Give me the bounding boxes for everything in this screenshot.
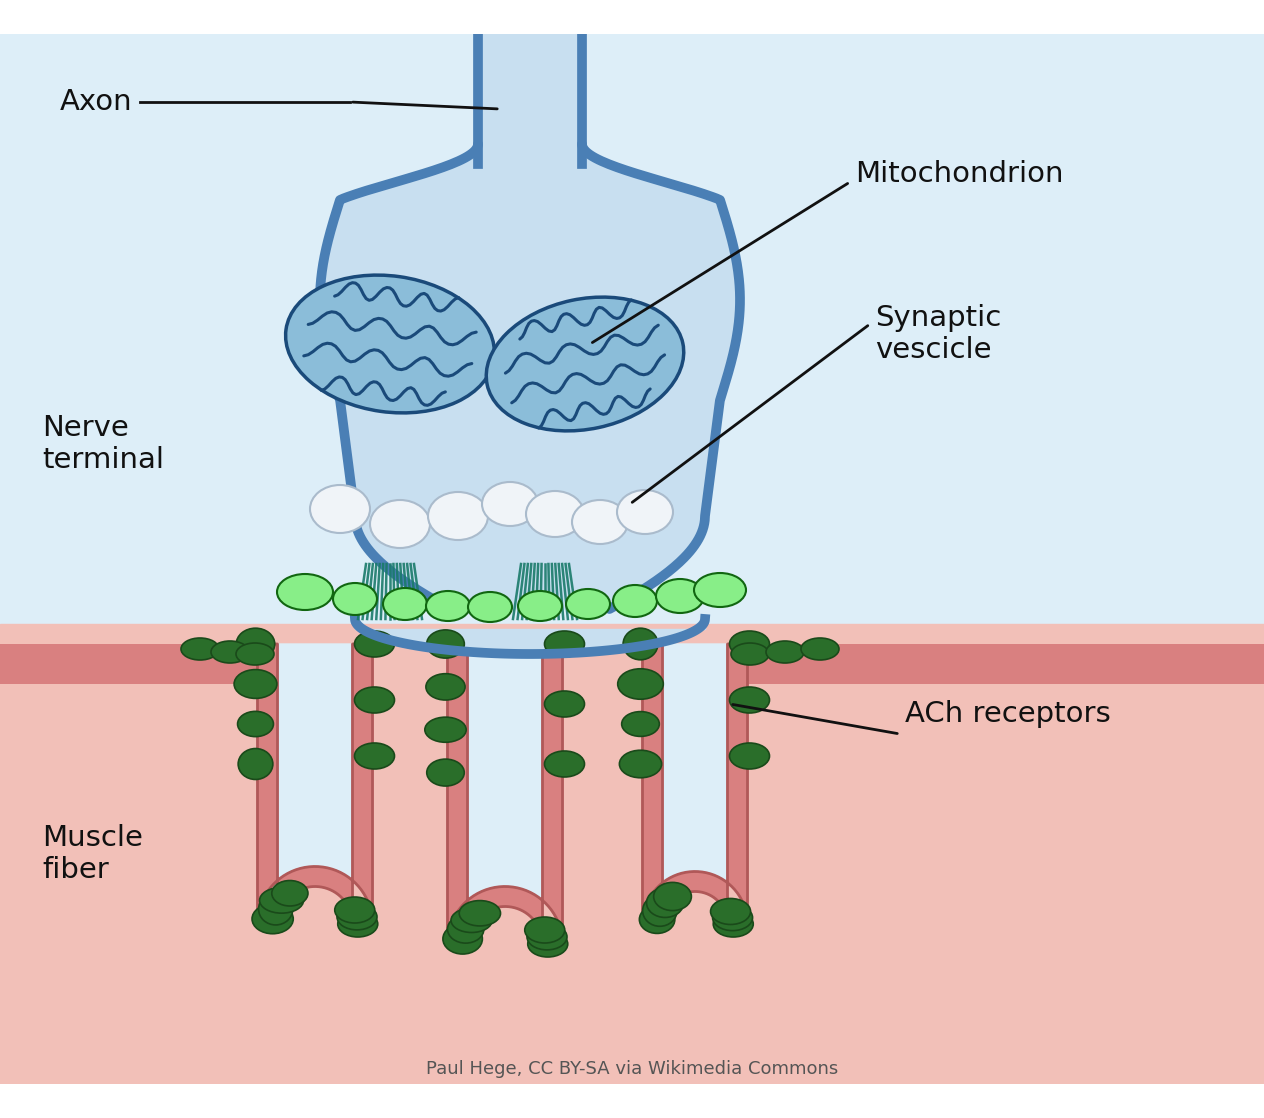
Text: Paul Hege, CC BY-SA via Wikimedia Commons: Paul Hege, CC BY-SA via Wikimedia Common… [426, 1060, 838, 1078]
Text: Muscle
fiber: Muscle fiber [42, 824, 143, 884]
Polygon shape [662, 644, 728, 923]
Ellipse shape [526, 491, 584, 537]
Ellipse shape [451, 908, 492, 932]
Polygon shape [447, 644, 562, 944]
Ellipse shape [766, 641, 804, 663]
Ellipse shape [713, 911, 753, 937]
Ellipse shape [426, 591, 470, 620]
Ellipse shape [337, 903, 377, 930]
Ellipse shape [801, 638, 839, 660]
Ellipse shape [619, 750, 661, 778]
Ellipse shape [617, 490, 672, 534]
Ellipse shape [647, 888, 684, 918]
Ellipse shape [442, 923, 483, 954]
Ellipse shape [259, 893, 293, 925]
Text: Axon: Axon [59, 88, 133, 116]
Ellipse shape [181, 638, 219, 660]
Ellipse shape [427, 629, 464, 659]
Ellipse shape [370, 500, 430, 548]
Ellipse shape [447, 915, 484, 944]
Polygon shape [278, 644, 353, 923]
Ellipse shape [335, 897, 374, 923]
Ellipse shape [426, 674, 465, 700]
Ellipse shape [236, 628, 274, 660]
Polygon shape [642, 644, 747, 923]
Ellipse shape [277, 574, 332, 610]
Ellipse shape [459, 901, 501, 926]
Ellipse shape [238, 711, 273, 737]
Ellipse shape [566, 589, 611, 619]
Ellipse shape [354, 631, 394, 657]
Ellipse shape [238, 749, 273, 779]
Bar [0, 624, 1264, 1084]
Ellipse shape [337, 911, 378, 937]
Ellipse shape [622, 712, 660, 737]
Ellipse shape [518, 591, 562, 620]
Ellipse shape [729, 743, 770, 769]
Ellipse shape [487, 297, 684, 430]
Polygon shape [258, 644, 373, 923]
Text: Synaptic
vescicle: Synaptic vescicle [875, 304, 1001, 364]
Ellipse shape [528, 931, 568, 957]
Ellipse shape [236, 643, 274, 665]
Bar [744, 644, 1264, 684]
Bar [744, 644, 1264, 1118]
Ellipse shape [272, 881, 308, 906]
Text: Mitochondrion: Mitochondrion [854, 160, 1063, 188]
Polygon shape [468, 644, 542, 944]
Ellipse shape [545, 751, 584, 777]
Text: Nerve
terminal: Nerve terminal [42, 414, 164, 474]
Ellipse shape [482, 482, 538, 525]
Ellipse shape [310, 485, 370, 533]
Ellipse shape [527, 923, 568, 950]
Ellipse shape [286, 275, 494, 413]
Ellipse shape [525, 917, 565, 942]
Ellipse shape [729, 631, 770, 657]
Ellipse shape [640, 906, 675, 934]
Ellipse shape [383, 588, 427, 620]
Ellipse shape [332, 582, 377, 615]
Ellipse shape [427, 759, 464, 786]
Ellipse shape [642, 896, 678, 927]
Bar [0, 644, 265, 684]
Bar [478, 34, 581, 149]
Ellipse shape [259, 888, 303, 913]
Text: ACh receptors: ACh receptors [905, 700, 1111, 728]
Ellipse shape [545, 631, 584, 657]
Ellipse shape [653, 882, 691, 910]
Ellipse shape [729, 686, 770, 713]
Ellipse shape [713, 904, 752, 930]
Ellipse shape [211, 641, 249, 663]
Polygon shape [320, 144, 739, 609]
Ellipse shape [354, 686, 394, 713]
Ellipse shape [710, 899, 751, 925]
Ellipse shape [545, 691, 584, 717]
Ellipse shape [252, 904, 293, 934]
Ellipse shape [573, 500, 628, 544]
Ellipse shape [613, 585, 657, 617]
Ellipse shape [428, 492, 488, 540]
Ellipse shape [354, 743, 394, 769]
Ellipse shape [234, 670, 277, 699]
Ellipse shape [425, 717, 466, 742]
Bar [0, 644, 265, 1118]
Ellipse shape [731, 643, 769, 665]
Ellipse shape [623, 628, 657, 660]
Ellipse shape [468, 593, 512, 622]
Ellipse shape [694, 574, 746, 607]
Ellipse shape [618, 669, 664, 699]
Ellipse shape [656, 579, 704, 613]
Bar [0, 644, 265, 682]
